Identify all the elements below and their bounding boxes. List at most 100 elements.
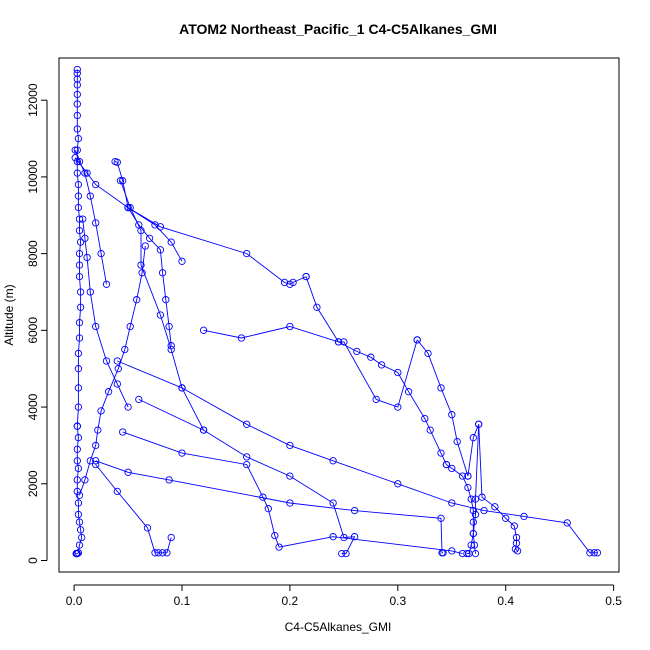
data-point (75, 249, 84, 258)
data-point (76, 303, 85, 311)
data-point (471, 495, 480, 503)
data-point (513, 547, 522, 555)
data-point (156, 223, 165, 231)
data-point (424, 349, 432, 358)
series-line (79, 245, 146, 496)
data-point (394, 403, 402, 411)
data-point (586, 549, 594, 557)
x-tick-label: 0.2 (282, 594, 299, 608)
series-line (127, 207, 307, 285)
data-point (73, 81, 81, 89)
data-point (73, 100, 81, 108)
data-point (338, 549, 346, 558)
data-point (178, 384, 186, 392)
data-point (73, 476, 81, 484)
data-point (520, 512, 528, 521)
data-point (342, 549, 350, 558)
data-point (464, 483, 472, 492)
data-point (97, 249, 105, 258)
data-point (467, 541, 475, 549)
data-point (469, 434, 477, 442)
series-line (74, 149, 107, 285)
x-tick-label: 0.0 (66, 594, 83, 608)
data-point (413, 336, 421, 344)
data-point (81, 169, 89, 177)
data-point (163, 549, 171, 557)
data-point (92, 460, 100, 469)
data-point (133, 296, 141, 304)
data-point (74, 365, 83, 373)
data-point (74, 192, 83, 200)
data-point (243, 249, 251, 258)
data-point (286, 441, 294, 450)
y-tick-label: 8000 (26, 240, 40, 267)
series-19 (92, 460, 175, 557)
data-point (439, 549, 447, 557)
data-point (156, 311, 165, 319)
data-point (74, 464, 83, 473)
data-point (377, 361, 386, 369)
data-point (437, 384, 445, 392)
data-point (75, 272, 84, 281)
data-point (113, 158, 121, 166)
y-tick-label: 2000 (26, 470, 40, 497)
data-point (469, 518, 477, 526)
data-point (92, 180, 100, 189)
data-point (92, 441, 100, 450)
data-point (437, 449, 445, 457)
data-point (271, 531, 279, 540)
data-point (94, 426, 102, 434)
data-point (72, 549, 80, 558)
data-point (167, 238, 175, 246)
data-point (75, 319, 84, 327)
series-line (114, 161, 172, 346)
data-point (102, 357, 111, 365)
data-point (167, 345, 175, 354)
data-point (437, 514, 445, 522)
data-point (426, 426, 434, 434)
data-point (467, 495, 475, 503)
data-point (73, 457, 81, 465)
data-point (448, 411, 456, 419)
data-point (74, 384, 83, 392)
series-4 (116, 177, 208, 434)
series-11 (413, 336, 472, 480)
data-point (73, 75, 81, 83)
data-point (511, 545, 520, 553)
data-point (302, 272, 310, 281)
data-point (458, 472, 467, 480)
data-point (264, 505, 272, 513)
data-point (92, 457, 100, 465)
series-9 (302, 272, 451, 469)
data-point (76, 238, 85, 246)
data-point (340, 338, 348, 346)
series-line (122, 431, 463, 555)
series-8 (124, 203, 310, 288)
x-tick-label: 0.4 (497, 594, 514, 608)
data-point (448, 464, 456, 473)
data-point (512, 539, 521, 547)
data-point (113, 487, 121, 496)
data-point (243, 420, 251, 428)
data-point (78, 533, 86, 542)
series-5 (71, 154, 186, 265)
data-point (510, 522, 518, 530)
series-16 (135, 395, 359, 558)
data-point (458, 549, 467, 558)
data-point (478, 493, 486, 501)
chart-title: ATOM2 Northeast_Pacific_1 C4-C5Alkanes_G… (179, 21, 497, 37)
data-point (76, 288, 85, 296)
data-point (512, 533, 521, 542)
data-point (593, 549, 602, 557)
series-line (120, 180, 205, 431)
data-point (151, 221, 159, 229)
data-point (141, 242, 149, 250)
data-point (74, 134, 83, 143)
data-point (367, 353, 375, 361)
data-point (469, 529, 477, 538)
data-point (289, 278, 297, 287)
data-point (124, 403, 132, 411)
series-2 (79, 215, 132, 411)
data-point (463, 549, 471, 558)
